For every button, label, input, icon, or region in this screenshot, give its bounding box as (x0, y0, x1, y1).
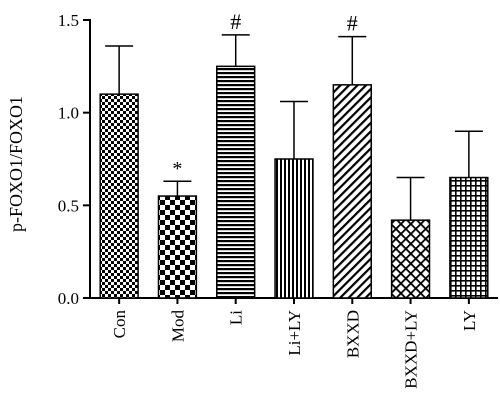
bar-li (216, 65, 256, 299)
x-tick-label: BXXD+LY (402, 310, 421, 389)
x-tick-label: Con (110, 310, 129, 339)
bar-con (99, 93, 139, 299)
y-axis-title: p-FOXO1/FOXO1 (6, 96, 26, 232)
bar-bxxd-ly (390, 219, 431, 299)
y-tick-label: 0.0 (58, 289, 79, 308)
bar-li-ly (274, 158, 314, 299)
bars-group (99, 65, 489, 299)
x-tick-label: Li+LY (285, 310, 304, 356)
x-tick-label: BXXD (343, 310, 362, 358)
y-tick-label: 1.0 (58, 104, 79, 123)
x-tick-label: Li (227, 310, 246, 325)
bar-bxxd (332, 84, 372, 299)
significance-hash: # (347, 11, 358, 36)
error-bars-group (105, 34, 483, 221)
x-tick-label: Mod (168, 310, 187, 343)
bar-mod (157, 195, 198, 299)
significance-hash: # (230, 9, 241, 34)
y-tick-label: 1.5 (58, 11, 79, 30)
x-axis: Con Mod Li Li+LY BXXD BXXD+LY LY (89, 297, 498, 389)
significance-asterisk: * (172, 158, 182, 180)
bar-ly (449, 176, 489, 299)
annotations-group: * # # (172, 9, 357, 180)
y-tick-label: 0.5 (58, 196, 79, 215)
x-tick-label: LY (460, 310, 479, 331)
y-axis: 0.0 0.5 1.0 1.5 (58, 11, 91, 308)
